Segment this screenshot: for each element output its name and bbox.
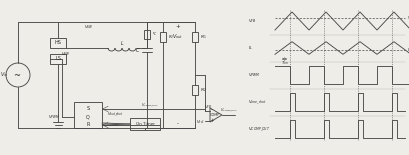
Text: S: S [86,106,90,111]
Text: $V_{COMP\_OUT}$: $V_{COMP\_OUT}$ [220,107,238,115]
Text: COMP: COMP [210,113,220,117]
Text: $L$: $L$ [120,39,124,47]
Text: $V_{SW}$: $V_{SW}$ [61,50,71,58]
Text: $V_{out}$: $V_{out}$ [173,33,184,41]
Text: $V_{ref}$: $V_{ref}$ [407,14,409,22]
Text: $V_{FB}$: $V_{FB}$ [248,18,257,25]
Text: $V_{one\_shot}$: $V_{one\_shot}$ [248,98,267,107]
Text: HS: HS [54,40,61,46]
Text: $T_{on}$: $T_{on}$ [281,59,288,67]
Text: On Timer: On Timer [135,122,155,126]
Text: ~: ~ [13,71,20,80]
Text: $r_C$: $r_C$ [152,30,158,38]
Bar [192,85,198,95]
Text: $R_2$: $R_2$ [168,33,174,41]
Bar [50,54,66,64]
Text: $V_{COMP\_OUT}$: $V_{COMP\_OUT}$ [248,125,270,134]
Bar [160,32,166,42]
Text: $I_{load}$: $I_{load}$ [407,46,409,54]
Text: $V_{FB}$: $V_{FB}$ [204,103,212,111]
Text: $V_{in}$: $V_{in}$ [0,71,8,80]
Text: $V_{COMP\_OUT}$: $V_{COMP\_OUT}$ [141,102,159,110]
Text: $V_{PWM}$: $V_{PWM}$ [248,72,261,79]
Text: $R_{t2}$: $R_{t2}$ [200,86,207,94]
Text: +: + [175,24,180,29]
Text: $I_L$: $I_L$ [248,45,253,52]
Text: $V_{out\_shot}$: $V_{out\_shot}$ [107,111,123,119]
Text: $C$: $C$ [135,46,140,54]
Text: $V_{SW}$: $V_{SW}$ [84,23,94,31]
Bar [144,30,150,39]
Text: LS: LS [55,57,61,62]
Text: +: + [210,117,214,122]
Text: $V_{ref}$: $V_{ref}$ [196,118,205,126]
Text: R: R [86,122,90,128]
Text: $V_{PWM}$: $V_{PWM}$ [48,113,60,121]
Bar [130,118,160,130]
Text: $R_{t1}$: $R_{t1}$ [200,33,208,41]
Bar [74,102,102,128]
Text: -: - [211,108,213,113]
Text: -: - [177,122,179,126]
Text: Q: Q [86,115,90,120]
Bar [50,38,66,48]
Bar [192,32,198,42]
